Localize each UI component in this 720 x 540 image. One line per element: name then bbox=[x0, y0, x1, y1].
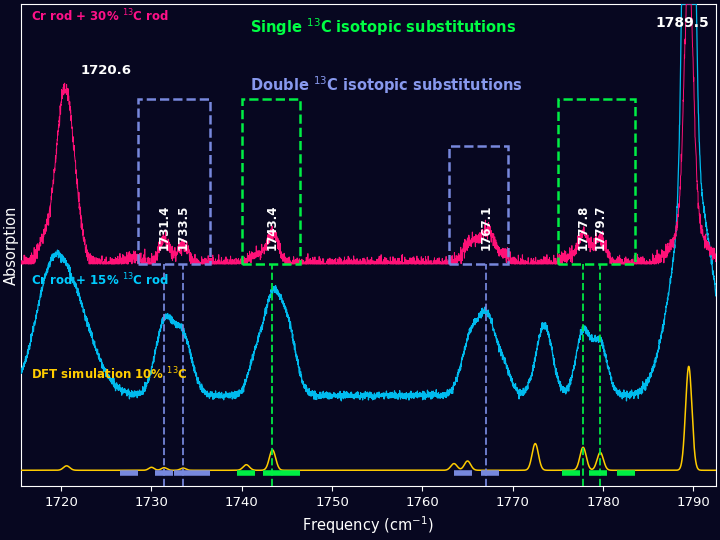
Text: Double $^{13}$C isotopic substitutions: Double $^{13}$C isotopic substitutions bbox=[250, 74, 523, 96]
Text: 1789.5: 1789.5 bbox=[656, 16, 710, 30]
Bar bbox=[558, 99, 634, 264]
Text: 1777.8: 1777.8 bbox=[577, 204, 590, 249]
Bar bbox=[138, 99, 210, 264]
Text: 1720.6: 1720.6 bbox=[81, 64, 132, 77]
Y-axis label: Absorption: Absorption bbox=[4, 205, 19, 285]
Text: 1731.4: 1731.4 bbox=[158, 204, 171, 249]
Text: 1779.7: 1779.7 bbox=[594, 204, 607, 249]
Text: 1733.5: 1733.5 bbox=[176, 204, 189, 249]
Bar bbox=[449, 146, 508, 264]
Text: Single $^{13}$C isotopic substitutions: Single $^{13}$C isotopic substitutions bbox=[250, 16, 516, 38]
Text: DFT simulation 10% $^{13}$C: DFT simulation 10% $^{13}$C bbox=[31, 366, 188, 382]
Text: 1767.1: 1767.1 bbox=[480, 204, 493, 249]
Text: Cr rod + 15% $^{13}$C rod: Cr rod + 15% $^{13}$C rod bbox=[31, 272, 169, 288]
Text: Cr rod + 30% $^{13}$C rod: Cr rod + 30% $^{13}$C rod bbox=[31, 8, 169, 25]
Bar bbox=[242, 99, 300, 264]
X-axis label: Frequency (cm$^{-1}$): Frequency (cm$^{-1}$) bbox=[302, 514, 434, 536]
Text: 1743.4: 1743.4 bbox=[266, 204, 279, 249]
